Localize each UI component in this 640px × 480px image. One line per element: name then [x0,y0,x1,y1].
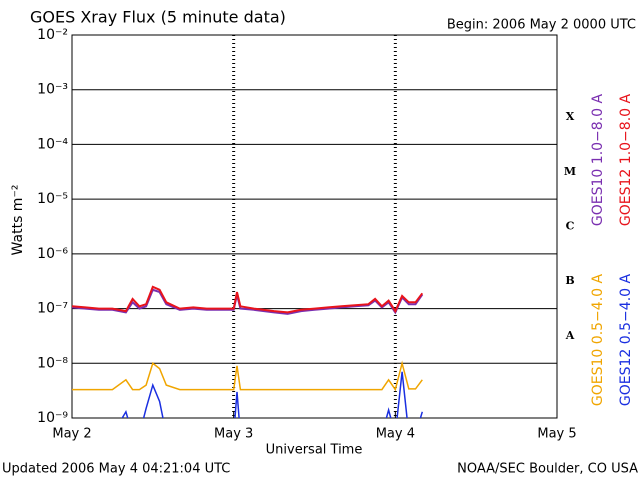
plot-frame [71,34,558,419]
y-tick-label: 10⁻⁵ [37,191,68,207]
legend-entry: GOES12 1.0−8.0 A [618,94,634,227]
y-tick-label: 10⁻⁶ [37,246,68,262]
legend-entry: GOES10 1.0−8.0 A [590,94,606,227]
y-tick-label: 10⁻³ [37,82,68,98]
footer-right: NOAA/SEC Boulder, CO USA [457,462,638,477]
chart-subtitle: Begin: 2006 May 2 0000 UTC [447,18,636,33]
y-tick-label: 10⁻⁴ [37,136,68,152]
y-axis-label: Watts m⁻² [10,185,26,256]
flare-class-label: A [565,329,575,342]
x-axis-label: Universal Time [266,443,363,458]
plot-area [72,285,424,418]
series-line [72,360,423,392]
legend-entry: GOES10 0.5−4.0 A [590,274,606,407]
footer-left: Updated 2006 May 4 04:21:04 UTC [2,462,230,477]
series-line [72,285,424,314]
flare-class-label: X [566,110,575,123]
y-tick-label: 10⁻⁸ [37,355,68,371]
chart-title: GOES Xray Flux (5 minute data) [30,8,286,27]
flare-class-label: B [565,274,574,287]
flare-class-label: M [564,165,576,178]
y-tick-label: 10⁻⁹ [37,410,68,426]
flare-class-label: C [566,220,575,233]
y-tick-label: 10⁻⁷ [37,301,68,317]
x-tick-label: May 5 [537,427,576,442]
x-tick-label: May 3 [214,427,253,442]
legend-entry: GOES12 0.5−4.0 A [618,274,634,407]
x-tick-label: May 4 [376,427,415,442]
x-tick-label: May 2 [52,427,91,442]
y-tick-label: 10⁻² [37,27,68,43]
